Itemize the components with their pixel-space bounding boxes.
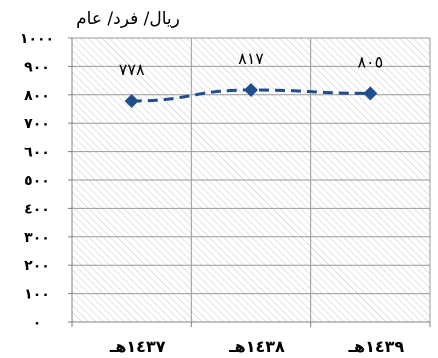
x-tick-label-0: ١٤٣٧هـ [109, 337, 166, 356]
y-tick-label-10: ١٠٠٠ [20, 31, 54, 47]
y-tick-label-2: ٢٠٠ [24, 258, 50, 274]
x-tick-label-2: ١٤٣٩هـ [348, 337, 405, 356]
y-tick-label-0: ٠ [33, 315, 42, 331]
y-tick-label-1: ١٠٠ [24, 287, 50, 303]
x-tick-labels: ١٤٣٧هـ ١٤٣٨هـ ١٤٣٩هـ [109, 337, 405, 356]
data-labels: ٧٧٨ ٨١٧ ٨٠٥ [119, 49, 383, 79]
data-label-1: ٨١٧ [238, 49, 264, 68]
data-point-1 [244, 82, 258, 97]
y-tick-label-4: ٤٠٠ [24, 201, 50, 217]
y-tick-label-5: ٥٠٠ [24, 173, 50, 189]
y-tick-label-8: ٨٠٠ [24, 88, 50, 104]
data-point-2 [363, 86, 378, 101]
y-axis-title: ريال/ فرد/ عام [76, 9, 180, 29]
y-tick-label-3: ٣٠٠ [24, 230, 50, 246]
axes [68, 37, 431, 327]
data-label-0: ٧٧٨ [119, 60, 145, 79]
x-tick-label-1: ١٤٣٨هـ [228, 337, 285, 356]
data-point-0 [124, 94, 139, 109]
y-tick-label-6: ٦٠٠ [24, 145, 50, 161]
data-points [124, 82, 378, 109]
y-tick-label-7: ٧٠٠ [24, 116, 50, 132]
y-tick-label-9: ٩٠٠ [24, 59, 50, 75]
data-label-2: ٨٠٥ [357, 52, 383, 71]
y-tick-labels: ٠ ١٠٠ ٢٠٠ ٣٠٠ ٤٠٠ ٥٠٠ ٦٠٠ ٧٠٠ ٨٠٠ ٩٠٠ ١٠٠٠ [20, 31, 54, 331]
